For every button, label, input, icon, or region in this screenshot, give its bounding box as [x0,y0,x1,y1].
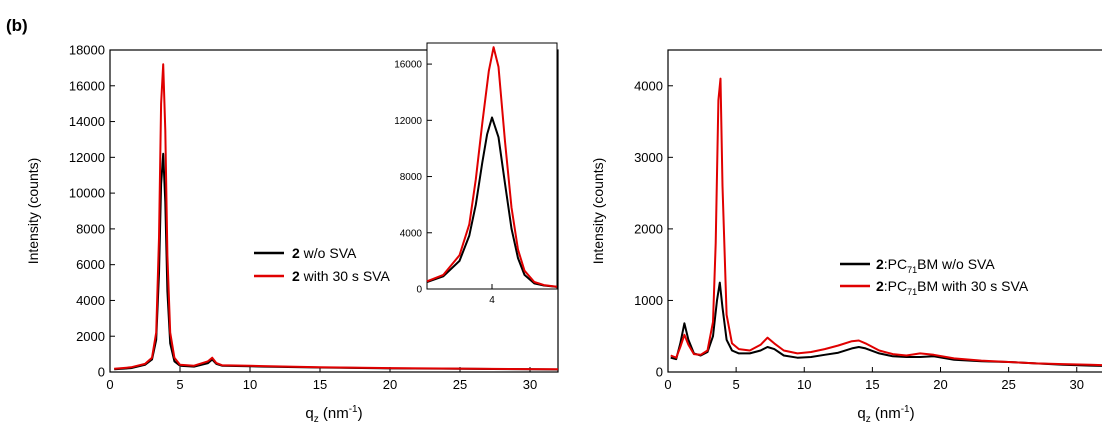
inset-y-tick-label-2: 8000 [400,172,423,183]
right-legend-label-0-bold: 2 [876,256,884,272]
left-legend-label-0: 2 w/o SVA [292,245,357,261]
right-xlabel-q: q [857,405,865,422]
left-x-tick-label-5: 25 [453,377,467,392]
left-x-tick-label-2: 10 [243,377,257,392]
right-x-axis-label: qz (nm-1) [857,404,914,425]
left-y-tick-label-1: 2000 [76,329,105,344]
inset-x-tick-label-0: 4 [489,295,495,306]
right-y-tick-label-2: 2000 [634,221,663,236]
right-x-tick-label-0: 0 [664,377,671,392]
right-legend-label-0-pre: :PC [884,256,907,272]
left-y-tick-label-2: 4000 [76,293,105,308]
left-y-tick-label-4: 8000 [76,221,105,236]
right-legend-label-1-bold: 2 [876,278,884,294]
left-y-tick-label-5: 10000 [69,186,105,201]
left-x-tick-label-4: 20 [383,377,397,392]
left-series-group [114,63,559,371]
left-legend: 2 w/o SVA 2 with 30 s SVA [254,245,390,284]
right-x-tick-label-4: 20 [933,377,947,392]
left-plot-frame [109,49,559,373]
right-legend-label-0-rest: BM w/o SVA [917,256,995,272]
left-chart: 0 5 10 15 20 25 300200040006000800010000120001… [25,42,559,425]
left-inset-chart: 4 0 4000 8000 12000 16000 [394,42,558,306]
inset-y-tick-label-3: 12000 [394,116,422,127]
inset-series-line-0 [426,116,558,288]
left-axis-ticks: 0 5 10 15 20 25 300200040006000800010000120001… [69,43,537,392]
right-axis-ticks: 0 5 10 15 20 25 30 0 1000 2000 3000 4000 [634,78,1084,392]
right-series-group [670,77,1102,367]
right-legend-label-1-pre: :PC [884,278,907,294]
left-y-axis-label: Intensity (counts) [25,158,41,265]
right-xlabel-close: ) [910,405,915,422]
right-legend-label-1-sub: 71 [907,287,917,297]
inset-axis-ticks: 4 0 4000 8000 12000 16000 [394,60,495,306]
right-chart: 0 5 10 15 20 25 30 0 1000 2000 3000 4000 Intensity … [590,49,1102,425]
right-legend: 2:PC71BM w/o SVA 2:PC71BM with 30 s SVA [840,256,1029,297]
left-series-line-1 [114,63,559,371]
left-x-tick-label-3: 15 [313,377,327,392]
left-y-tick-label-9: 18000 [69,43,105,58]
left-xlabel-q: q [305,405,313,422]
left-y-tick-label-6: 12000 [69,150,105,165]
right-xlabel-sup: -1 [901,404,910,415]
left-legend-label-1: 2 with 30 s SVA [292,268,390,284]
left-y-tick-label-7: 14000 [69,114,105,129]
inset-y-tick-label-0: 0 [416,285,422,296]
right-xlabel-sub: z [866,414,871,425]
inset-plot-frame [426,42,558,290]
right-legend-label-0: 2:PC71BM w/o SVA [876,256,995,275]
right-y-tick-label-4: 4000 [634,78,663,93]
left-x-tick-label-6: 30 [523,377,537,392]
panel-label: (b) [6,16,28,35]
right-x-tick-label-3: 15 [865,377,879,392]
right-plot-frame [667,49,1102,373]
left-legend-label-1-bold: 2 [292,268,300,284]
right-xlabel-unit: (nm [871,405,901,422]
right-y-tick-label-0: 0 [656,365,663,380]
left-x-tick-label-0: 0 [106,377,113,392]
left-legend-label-1-rest: with 30 s SVA [300,268,391,284]
right-legend-label-1-rest: BM with 30 s SVA [917,278,1029,294]
right-series-line-1 [670,77,1102,367]
right-y-axis-label: Intensity (counts) [590,158,606,265]
left-legend-label-0-bold: 2 [292,245,300,261]
inset-y-tick-label-1: 4000 [400,228,423,239]
right-legend-label-0-sub: 71 [907,265,917,275]
left-y-tick-label-0: 0 [98,365,105,380]
right-x-tick-label-5: 25 [1001,377,1015,392]
left-xlabel-close: ) [358,405,363,422]
right-x-tick-label-6: 30 [1070,377,1084,392]
left-xlabel-unit: (nm [319,405,349,422]
left-y-tick-label-8: 16000 [69,78,105,93]
left-y-tick-label-3: 6000 [76,257,105,272]
right-y-tick-label-1: 1000 [634,293,663,308]
left-xlabel-sup: -1 [349,404,358,415]
left-xlabel-sub: z [314,414,319,425]
right-legend-label-1: 2:PC71BM with 30 s SVA [876,278,1029,297]
right-x-tick-label-2: 10 [797,377,811,392]
inset-y-tick-label-4: 16000 [394,60,422,71]
inset-series-group [426,46,558,288]
right-y-tick-label-3: 3000 [634,150,663,165]
inset-series-line-1 [426,46,558,288]
left-x-axis-label: qz (nm-1) [305,404,362,425]
left-legend-label-0-rest: w/o SVA [300,245,357,261]
left-x-tick-label-1: 5 [176,377,183,392]
right-x-tick-label-1: 5 [733,377,740,392]
